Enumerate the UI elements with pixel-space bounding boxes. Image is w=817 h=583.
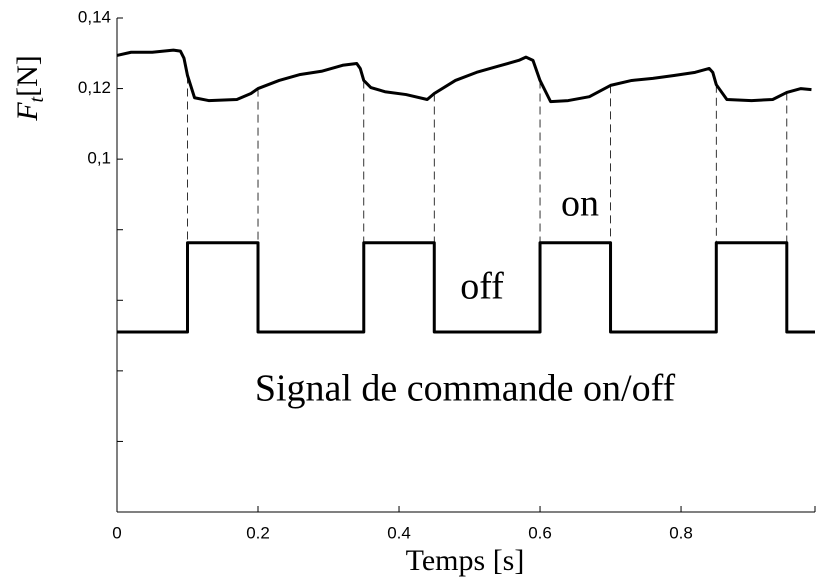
force-line	[116, 48, 812, 104]
x-axis-label: Temps [s]	[406, 544, 525, 577]
y-tick-label: 0,12	[78, 78, 111, 97]
y-tick-label: 0,1	[87, 149, 111, 168]
x-tick-label: 0.8	[669, 523, 693, 542]
signal-line	[117, 241, 815, 334]
y-axis-label: Ft[N]	[11, 55, 48, 122]
y-label-symbol: F	[11, 102, 44, 122]
x-tick-label: 0.2	[246, 523, 270, 542]
annotation-on: on	[561, 183, 599, 225]
y-tick-label: 0,14	[78, 7, 111, 26]
y-label-unit: [N]	[11, 55, 44, 97]
x-tick-label: 0.6	[528, 523, 552, 542]
y-label-sub: t	[26, 96, 48, 102]
x-tick-label: 0.4	[387, 523, 411, 542]
x-tick-label: 0	[112, 523, 121, 542]
annotation-off: off	[460, 266, 504, 308]
annotation-signal: Signal de commande on/off	[255, 368, 676, 410]
